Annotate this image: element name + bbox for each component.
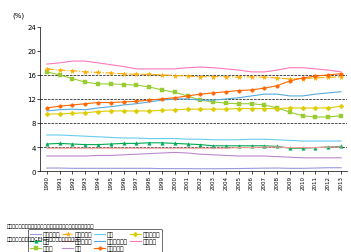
Legend: 資源・鉱業, 建設, 製造業, 卸売・小売, 輸送・倉庫, 情報, 金融, 専門ビジネス, 教育・健康, 娯楽・接客, 政府部門: 資源・鉱業, 建設, 製造業, 卸売・小売, 輸送・倉庫, 情報, 金融, 専門… — [28, 229, 162, 252]
Text: (%): (%) — [13, 13, 25, 19]
Text: 備考：雇用者数は月ごとの雇用者数の年平均数。非農業部門。: 備考：雇用者数は月ごとの雇用者数の年平均数。非農業部門。 — [7, 223, 94, 228]
Text: 資料：米国労働省、CEICデータベースから作成。: 資料：米国労働省、CEICデータベースから作成。 — [7, 236, 81, 241]
